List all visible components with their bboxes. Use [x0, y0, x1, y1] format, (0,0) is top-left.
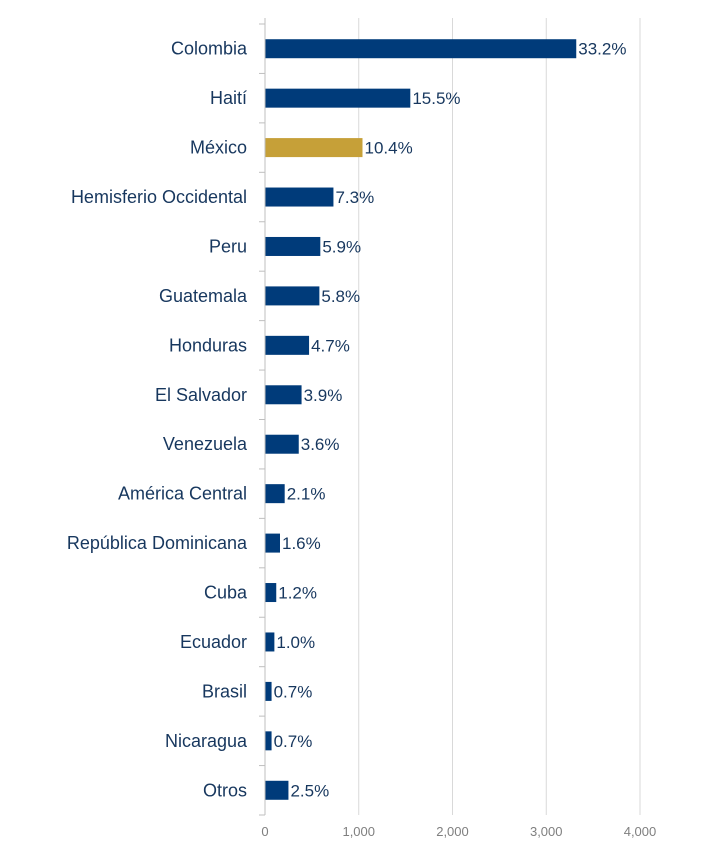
data-label: 5.8%	[321, 287, 360, 306]
x-tick-label: 3,000	[530, 824, 563, 839]
x-tick-label: 0	[261, 824, 268, 839]
data-label: 1.2%	[278, 584, 317, 603]
data-label: 33.2%	[578, 40, 626, 59]
bar	[265, 236, 321, 256]
bar	[265, 780, 289, 800]
bar	[265, 286, 320, 306]
data-label: 2.5%	[290, 781, 329, 800]
category-label: República Dominicana	[67, 533, 248, 553]
category-label: Peru	[209, 236, 247, 256]
data-label: 1.6%	[282, 534, 321, 553]
x-tick-label: 1,000	[342, 824, 375, 839]
data-label: 3.9%	[304, 386, 343, 405]
data-label: 10.4%	[365, 139, 413, 158]
x-tick-label: 4,000	[624, 824, 657, 839]
bar	[265, 335, 310, 355]
x-tick-label: 2,000	[436, 824, 469, 839]
data-label: 2.1%	[287, 485, 326, 504]
category-label: México	[190, 138, 247, 158]
bar	[265, 434, 299, 454]
bar	[265, 484, 285, 504]
gridlines	[358, 18, 641, 815]
bar	[265, 39, 577, 59]
data-label: 7.3%	[335, 188, 374, 207]
bar	[265, 632, 275, 652]
category-label: Colombia	[171, 39, 248, 59]
category-label: Hemisferio Occidental	[71, 187, 247, 207]
data-label: 0.7%	[274, 732, 313, 751]
category-label: Guatemala	[159, 286, 248, 306]
data-label: 4.7%	[311, 336, 350, 355]
bar	[265, 88, 411, 108]
bar	[265, 385, 302, 405]
category-label: Nicaragua	[165, 731, 248, 751]
bar	[265, 187, 334, 207]
bar	[265, 138, 363, 158]
category-label: Cuba	[204, 583, 248, 603]
bar	[265, 731, 272, 751]
bar	[265, 681, 272, 701]
category-label: Venezuela	[163, 434, 248, 454]
category-label: América Central	[118, 484, 247, 504]
category-label: Honduras	[169, 335, 247, 355]
category-label: Otros	[203, 780, 247, 800]
category-label: Brasil	[202, 681, 247, 701]
category-label: Haití	[210, 88, 247, 108]
bar	[265, 583, 277, 603]
axes: 0 1,000 2,000 3,000 4,000	[259, 18, 656, 839]
data-label: 3.6%	[301, 435, 340, 454]
data-label: 0.7%	[274, 682, 313, 701]
data-label: 1.0%	[276, 633, 315, 652]
data-label: 5.9%	[322, 237, 361, 256]
category-label: El Salvador	[155, 385, 247, 405]
data-label: 15.5%	[412, 89, 460, 108]
category-label: Ecuador	[180, 632, 247, 652]
bars	[265, 39, 577, 800]
labels: Colombia 33.2% Haití 15.5% México 10.4% Hemisf…	[67, 39, 627, 801]
bar	[265, 533, 280, 553]
